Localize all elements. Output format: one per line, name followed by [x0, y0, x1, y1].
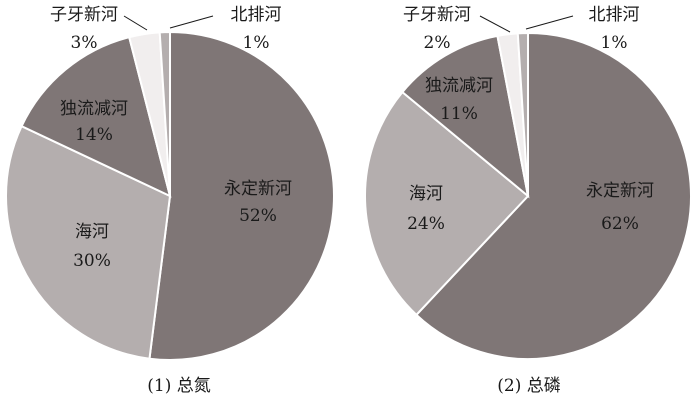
- pie1-label-duliu-pct: 14%: [75, 125, 113, 145]
- pie1-slice-yongding: [148, 30, 335, 361]
- pie1-label-beipai-pct: 1%: [243, 33, 270, 53]
- pie2-label-duliu-pct: 11%: [440, 104, 478, 124]
- pie1-label-yongding-pct: 52%: [239, 206, 277, 226]
- pie1-label-haihe-name: 海河: [75, 222, 109, 242]
- pie1-leader-beipai: [169, 15, 214, 29]
- pie2-slice-duliu: [401, 34, 530, 199]
- pie-total-phosphorus: [364, 31, 692, 360]
- pie1-label-beipai-name: 北排河: [231, 5, 282, 25]
- pie1-slice-beipai: [158, 30, 171, 197]
- pie2-label-beipai-name: 北排河: [589, 5, 640, 25]
- pie1-leader-ziya: [123, 15, 148, 31]
- pie1-slice-haihe: [5, 124, 172, 360]
- caption-total-phosphorus: (2) 总磷: [497, 376, 560, 396]
- pie1-slice-duliu: [20, 35, 172, 198]
- pie2-label-duliu-name: 独流减河: [425, 76, 493, 96]
- pie2-label-yongding-pct: 62%: [601, 214, 639, 234]
- pie2-slice-haihe: [364, 90, 530, 317]
- pie1-label-haihe-pct: 30%: [73, 251, 111, 271]
- pie2-label-beipai-pct: 1%: [601, 33, 628, 53]
- pie2-label-ziya-pct: 2%: [424, 33, 451, 53]
- pie2-label-haihe-name: 海河: [409, 184, 443, 204]
- pie2-label-haihe-pct: 24%: [407, 214, 445, 234]
- pie1-label-yongding-name: 永定新河: [224, 179, 292, 199]
- pie-total-nitrogen: [5, 30, 335, 361]
- pie2-label-yongding-name: 永定新河: [586, 181, 654, 201]
- pie2-leader-beipai: [525, 15, 574, 30]
- pie2-slice-yongding: [415, 31, 692, 360]
- pie1-label-ziya-name: 子牙新河: [50, 5, 118, 25]
- pie2-leader-ziya: [479, 15, 511, 33]
- pie1-label-duliu-name: 独流减河: [60, 99, 128, 119]
- pie2-label-ziya-name: 子牙新河: [403, 5, 471, 25]
- caption-total-nitrogen: (1) 总氮: [147, 376, 210, 396]
- pie2-slice-beipai: [516, 31, 529, 197]
- pie1-label-ziya-pct: 3%: [71, 33, 98, 53]
